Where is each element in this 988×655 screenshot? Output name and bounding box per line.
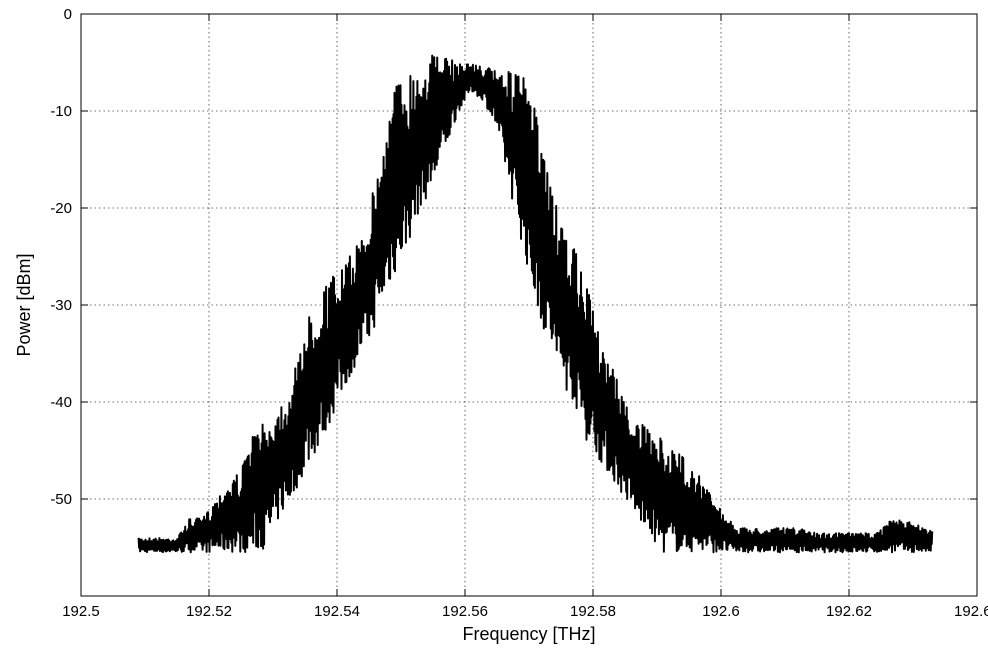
x-tick-label: 192.54 [314, 603, 360, 620]
y-tick-label: -50 [50, 491, 72, 508]
y-tick-label: -40 [50, 394, 72, 411]
y-tick-label: -20 [50, 200, 72, 217]
x-tick-label: 192.5 [62, 603, 100, 620]
x-tick-label: 192.64 [954, 603, 988, 620]
series-layer [137, 54, 934, 554]
spectrum-line [137, 54, 934, 554]
y-tick-label: -30 [50, 297, 72, 314]
ticks: 192.5 192.52 192.54 192.56 192.58 192.6 192.62… [50, 6, 988, 620]
y-tick-label: 0 [64, 6, 72, 23]
x-tick-label: 192.62 [826, 603, 872, 620]
x-tick-label: 192.6 [702, 603, 740, 620]
x-tick-label: 192.58 [570, 603, 616, 620]
x-tick-label: 192.52 [186, 603, 232, 620]
y-axis-label: Power [dBm] [14, 253, 34, 356]
y-tick-label: -10 [50, 103, 72, 120]
x-axis-label: Frequency [THz] [462, 624, 595, 644]
x-tick-label: 192.56 [442, 603, 488, 620]
